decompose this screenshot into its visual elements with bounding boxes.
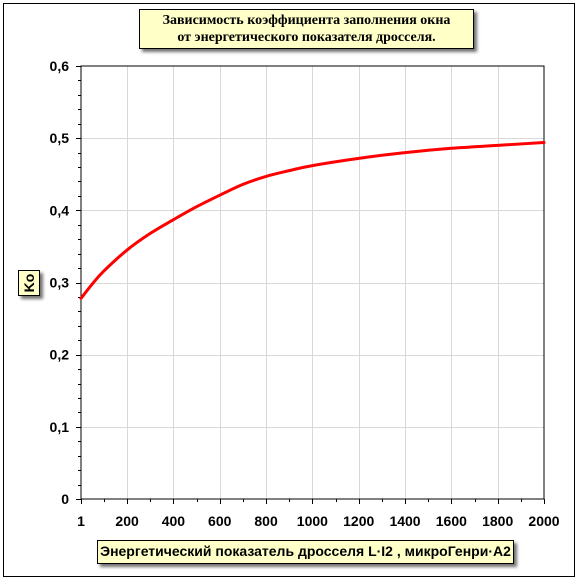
x-tick-label: 600 (208, 513, 232, 529)
chart-frame (3, 3, 575, 577)
y-axis-label-text: Ko (21, 273, 37, 293)
x-tick-label: 1000 (297, 513, 328, 529)
x-tick-label: 800 (254, 513, 278, 529)
x-tick-label: 1800 (482, 513, 513, 529)
y-tick-label: 0,6 (50, 58, 70, 74)
y-tick-label: 0 (61, 491, 69, 507)
chart-title-line-2: от энергетического показателя дросселя. (177, 30, 436, 45)
x-axis-label: Энергетический показатель дросселя L·I2 … (97, 540, 514, 564)
y-tick-label: 0,4 (50, 202, 70, 218)
chart-title-line-1: Зависимость коэффициента заполнения окна (162, 13, 451, 28)
x-tick-label: 1 (77, 513, 85, 529)
y-tick-label: 0,2 (50, 347, 70, 363)
y-tick-label: 0,5 (50, 130, 70, 146)
series-line (79, 141, 546, 300)
x-tick-labels: 1 200 400 600 800 1000 1200 1400 1600 1800 2000 (77, 513, 560, 529)
x-tick-label: 1400 (389, 513, 420, 529)
x-tick-label: 1600 (436, 513, 467, 529)
x-tick-label: 1200 (343, 513, 374, 529)
gridlines (81, 66, 544, 499)
y-tick-labels: 0 0,1 0,2 0,3 0,4 0,5 0,6 (50, 58, 70, 507)
x-tick-label: 2000 (528, 513, 559, 529)
axis-ticks (76, 66, 545, 504)
y-tick-label: 0,1 (50, 419, 70, 435)
chart-title: Зависимость коэффициента заполнения окна… (139, 9, 474, 49)
x-tick-label: 200 (115, 513, 139, 529)
y-tick-label: 0,3 (50, 275, 70, 291)
y-axis-label: Ko (18, 270, 40, 296)
x-tick-label: 400 (162, 513, 186, 529)
